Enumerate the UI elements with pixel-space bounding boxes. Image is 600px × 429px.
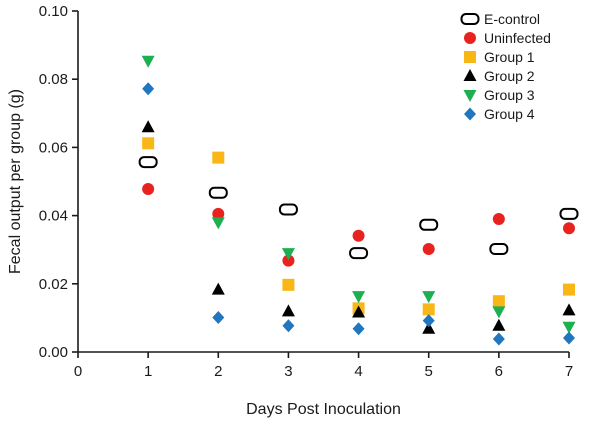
data-point (492, 295, 505, 308)
legend-label: Group 3 (484, 87, 535, 103)
data-point (563, 331, 575, 345)
y-tick-label: 0.08 (39, 71, 68, 88)
series-group-4 (142, 82, 575, 346)
series-uninfected (142, 183, 575, 267)
x-tick-label: 4 (354, 363, 362, 380)
data-point (211, 282, 225, 295)
data-point (282, 254, 295, 267)
data-marks (138, 55, 579, 346)
legend-item: Group 2 (463, 68, 535, 84)
data-point (492, 213, 505, 226)
legend: E-control Uninfected Group 1 Group 2 Group 3… (460, 11, 551, 122)
data-point (422, 321, 436, 334)
data-point (352, 322, 365, 336)
x-axis-title: Days Post Inoculation (246, 401, 401, 418)
x-tick-label: 5 (425, 363, 433, 380)
data-point (211, 217, 225, 230)
data-point (281, 248, 295, 261)
data-point (138, 156, 158, 169)
data-point (419, 218, 439, 231)
legend-marker (464, 107, 476, 121)
data-point (352, 291, 366, 304)
series-e-control (138, 156, 579, 260)
y-tick-label: 0.02 (39, 276, 68, 293)
data-point (281, 304, 295, 317)
legend-marker (464, 51, 476, 63)
legend-item: Uninfected (464, 30, 551, 46)
legend-marker (463, 90, 477, 102)
legend-item: Group 4 (464, 106, 535, 122)
series-group-1 (142, 137, 575, 316)
y-tick-label: 0.00 (39, 344, 68, 361)
legend-marker (460, 13, 480, 25)
data-point (492, 306, 506, 319)
data-point (141, 55, 155, 68)
x-tick-label: 2 (214, 363, 222, 380)
data-point (563, 283, 575, 296)
data-point (562, 303, 576, 316)
data-point (559, 207, 579, 220)
legend-marker (463, 69, 477, 81)
data-point (142, 82, 155, 96)
data-point (208, 186, 228, 199)
data-point (349, 247, 369, 260)
data-point (422, 303, 435, 316)
legend-item: Group 1 (464, 49, 535, 65)
data-point (422, 243, 435, 256)
data-point (422, 314, 435, 328)
legend-label: E-control (484, 11, 540, 27)
y-tick-label: 0.10 (39, 3, 68, 20)
data-point (282, 278, 295, 291)
data-point (352, 229, 365, 242)
data-point (492, 332, 505, 346)
legend-label: Group 4 (484, 106, 535, 122)
data-point (212, 311, 225, 325)
x-tick-label: 3 (284, 363, 292, 380)
x-tick-label: 0 (74, 363, 82, 380)
data-point (562, 321, 576, 334)
data-point (142, 183, 155, 196)
data-point (563, 222, 575, 235)
x-tick-label: 1 (144, 363, 152, 380)
data-point (352, 305, 366, 318)
data-point (142, 137, 155, 150)
legend-label: Uninfected (484, 30, 551, 46)
data-point (212, 151, 225, 164)
data-point (422, 291, 436, 304)
series-group-3 (141, 55, 576, 334)
legend-item: E-control (460, 11, 540, 27)
axes: 0.00 0.02 0.04 0.06 0.08 0.10 0 1 2 3 4 5 6 7 (39, 3, 573, 380)
legend-label: Group 1 (484, 49, 535, 65)
y-axis-title: Fecal output per group (g) (7, 89, 24, 274)
data-point (492, 318, 506, 331)
series-group-2 (141, 120, 576, 334)
data-point (278, 203, 298, 216)
data-point (282, 319, 295, 333)
legend-item: Group 3 (463, 87, 535, 103)
y-tick-label: 0.04 (39, 208, 68, 225)
data-point (489, 243, 509, 256)
y-tick-label: 0.06 (39, 139, 68, 156)
legend-marker (464, 32, 476, 44)
legend-label: Group 2 (484, 68, 535, 84)
data-point (212, 207, 225, 220)
x-tick-label: 7 (565, 363, 573, 380)
x-tick-label: 6 (495, 363, 503, 380)
data-point (141, 120, 155, 133)
